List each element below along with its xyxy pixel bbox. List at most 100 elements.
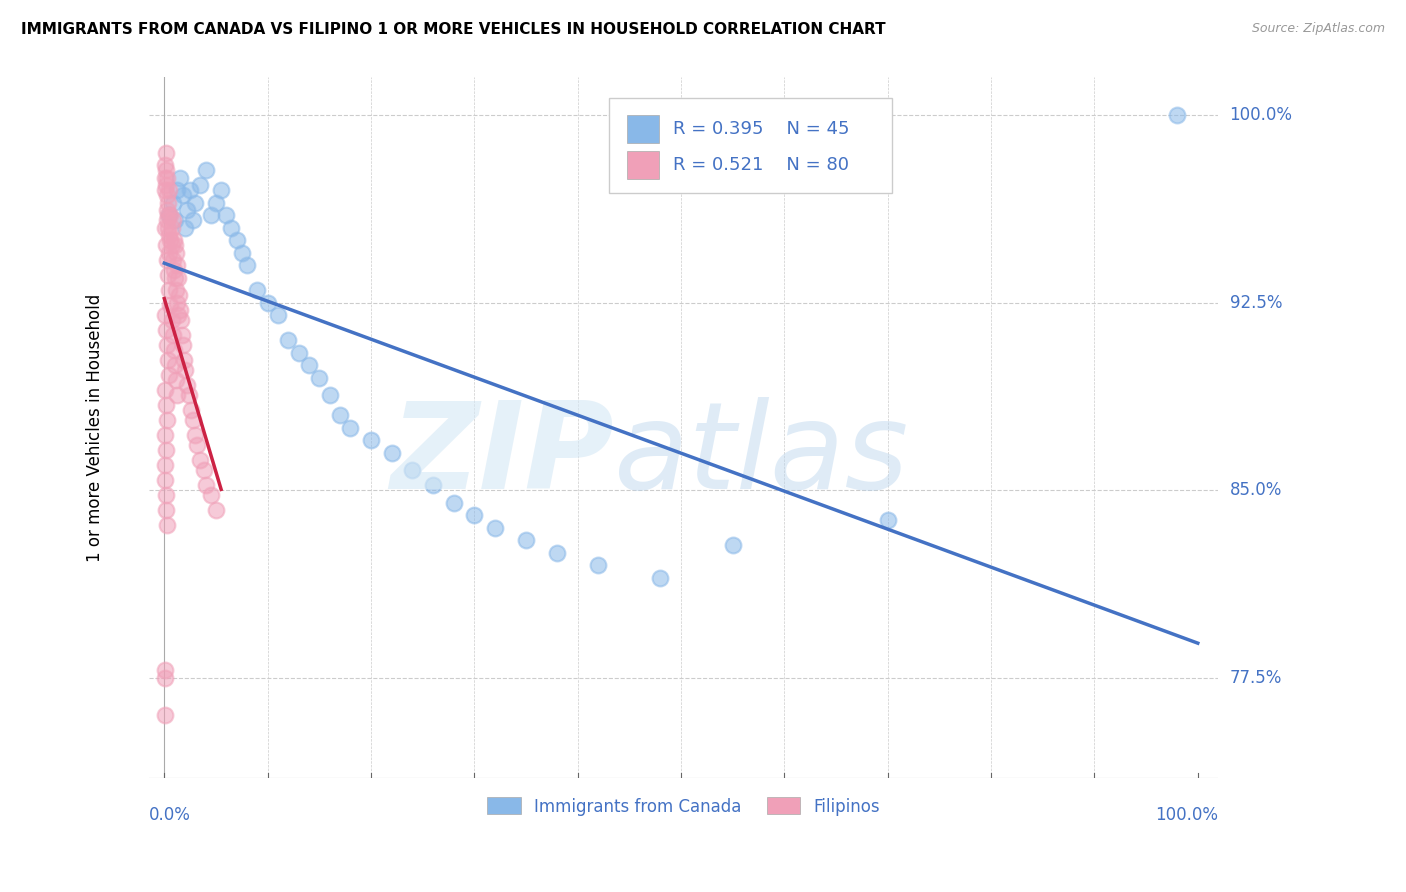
Point (162, 253, 184, 268)
Point (172, 338, 194, 352)
Point (155, 488, 177, 502)
Point (155, 178, 177, 192)
Point (160, 238, 183, 252)
Text: 92.5%: 92.5% (1230, 293, 1282, 311)
Point (650, 571, 672, 585)
Point (174, 363, 197, 377)
Point (157, 195, 180, 210)
Point (181, 213, 204, 227)
Point (155, 323, 177, 337)
Point (155, 398, 177, 412)
Text: 100.0%: 100.0% (1156, 806, 1219, 824)
Point (165, 283, 187, 297)
Point (156, 202, 179, 217)
Point (287, 345, 309, 359)
Point (231, 245, 253, 260)
Point (173, 353, 195, 368)
Point (157, 208, 180, 222)
Point (169, 170, 191, 185)
Point (267, 308, 290, 322)
Point (515, 533, 537, 548)
Point (422, 478, 444, 492)
Point (277, 333, 299, 347)
Point (155, 183, 177, 197)
Point (205, 195, 228, 210)
Point (200, 488, 222, 502)
Point (156, 518, 179, 533)
Point (225, 233, 247, 247)
Point (221, 220, 243, 235)
Point (162, 343, 184, 358)
Point (160, 220, 183, 235)
Point (236, 258, 259, 272)
Point (163, 213, 186, 227)
Point (166, 295, 188, 310)
Point (184, 195, 207, 210)
Point (160, 313, 183, 327)
Point (155, 238, 177, 252)
FancyBboxPatch shape (627, 114, 659, 143)
Point (177, 388, 200, 402)
Point (170, 313, 193, 327)
Point (443, 496, 465, 510)
Point (200, 208, 222, 222)
Point (546, 546, 568, 560)
Point (155, 145, 177, 160)
Point (155, 503, 177, 517)
Point (159, 298, 181, 312)
Point (463, 508, 485, 523)
Point (155, 383, 177, 397)
Point (588, 558, 610, 573)
Point (181, 413, 204, 427)
Point (401, 463, 423, 477)
Point (484, 521, 506, 535)
Point (381, 446, 404, 460)
Text: R = 0.521    N = 80: R = 0.521 N = 80 (673, 156, 849, 174)
Point (876, 513, 898, 527)
Legend: Immigrants from Canada, Filipinos: Immigrants from Canada, Filipinos (481, 790, 886, 822)
Text: 100.0%: 100.0% (1230, 106, 1292, 124)
Point (193, 463, 215, 477)
Point (721, 538, 744, 552)
Text: 1 or more Vehicles in Household: 1 or more Vehicles in Household (86, 293, 104, 562)
Point (155, 308, 177, 322)
Point (184, 428, 207, 442)
Point (246, 283, 269, 297)
Point (256, 295, 278, 310)
Point (360, 434, 382, 448)
Point (159, 228, 181, 243)
Point (156, 170, 179, 185)
Point (155, 664, 177, 678)
Point (165, 373, 187, 387)
Point (190, 178, 212, 192)
Point (194, 163, 217, 178)
Point (155, 170, 177, 185)
Text: IMMIGRANTS FROM CANADA VS FILIPINO 1 OR MORE VEHICLES IN HOUSEHOLD CORRELATION C: IMMIGRANTS FROM CANADA VS FILIPINO 1 OR … (21, 22, 886, 37)
Point (159, 283, 181, 297)
Point (170, 328, 193, 343)
Point (155, 473, 177, 487)
Point (205, 503, 228, 517)
Point (166, 258, 188, 272)
Point (194, 478, 217, 492)
Point (159, 208, 181, 222)
Point (162, 213, 184, 227)
Point (155, 220, 177, 235)
Point (159, 245, 181, 260)
Text: ZIP: ZIP (391, 397, 614, 515)
Point (155, 708, 177, 723)
Point (157, 268, 180, 282)
Text: 85.0%: 85.0% (1230, 482, 1282, 500)
Point (159, 183, 181, 197)
Point (179, 183, 201, 197)
Point (329, 408, 352, 422)
Point (298, 358, 321, 372)
Point (176, 378, 198, 392)
Point (166, 270, 188, 285)
Point (190, 453, 212, 467)
Point (162, 263, 184, 277)
Point (1166, 108, 1188, 122)
Point (162, 195, 184, 210)
Point (156, 413, 179, 427)
Point (155, 158, 177, 172)
